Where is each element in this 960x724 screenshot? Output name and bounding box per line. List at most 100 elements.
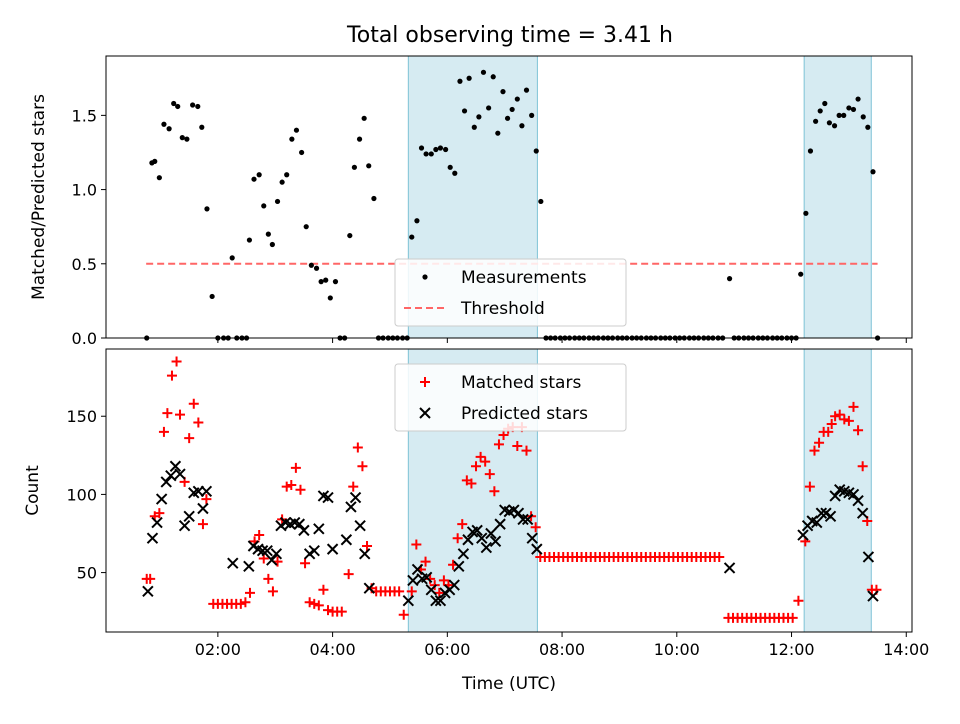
measurement-point [726,276,733,282]
measurement-point [428,151,434,157]
matched-point [843,415,854,426]
measurement-point [318,279,324,285]
matched-point [158,426,169,437]
axes-frame [105,348,913,633]
predicted-point [815,507,828,519]
measurement-point [414,218,420,224]
predicted-point [308,544,320,557]
measurement-point [409,234,415,240]
predicted-point [322,491,334,504]
predicted-point [243,560,255,573]
predicted-point [197,502,209,515]
measurement-point [195,103,201,110]
predicted-point [142,585,154,598]
matched-point [793,595,804,606]
measurement-point [199,124,205,130]
predicted-point [160,476,172,488]
measurement-point [156,175,162,181]
matched-point [530,522,541,533]
predicted-point [420,571,433,583]
measurement-point [204,206,210,212]
predicted-point [178,519,191,532]
measurement-point [269,241,275,248]
measurement-point [860,114,866,120]
predicted-point [430,595,442,607]
predicted-point [862,551,875,563]
predicted-point [462,534,474,546]
legend-label: Measurements [461,268,587,288]
matched-point [145,573,156,584]
matched-point [420,556,431,567]
measurement-point [299,149,305,156]
measurement-point [817,108,823,114]
y-tick-label: 150 [66,407,97,426]
matched-point [457,519,468,530]
measurement-point [841,112,847,118]
measurement-point [327,295,333,301]
y-tick-label: 50 [77,564,97,583]
measurement-point [284,172,290,178]
measurement-point [366,163,372,169]
predicted-point [512,507,525,519]
y-tick-label: 0.0 [72,329,97,348]
matched-point [814,437,825,448]
matched-point [240,597,251,608]
matched-point [201,494,212,505]
matched-point [857,461,868,472]
predicted-point [155,493,168,505]
predicted-point [852,494,864,507]
predicted-point [345,501,357,513]
matched-point [853,425,864,436]
measurement-point [519,123,525,129]
y-axis-label: Matched/Predicted stars [29,94,49,300]
predicted-point [453,560,465,573]
measurement-point [303,224,309,230]
matched-point [300,558,311,569]
matched-point [193,417,204,428]
measurement-point [179,135,185,141]
matched-point [235,598,246,609]
measurement-point [361,115,367,121]
predicted-point [434,595,447,607]
measurement-point [209,293,215,300]
axes-frame [105,55,913,339]
matched-point [834,409,845,420]
measurement-point [347,232,353,239]
predicted-point [476,532,488,544]
measurement-point [490,74,496,80]
measurement-point [313,265,320,271]
measurement-point [803,210,809,216]
predicted-point [200,485,213,497]
shaded-band [803,55,872,339]
matched-point [512,440,523,451]
measurement-point [265,231,271,237]
measurement-point [807,148,814,154]
measurement-point [229,255,235,261]
x-tick-label: 06:00 [424,640,470,659]
matched-point [830,411,841,422]
measurement-point [514,96,520,102]
matched-point [318,584,329,595]
figure-title: Total observing time = 3.41 h [346,23,673,48]
matched-point [352,442,363,453]
y-tick-label: 1.0 [72,181,97,200]
measurement-point [279,179,285,185]
measurement-point [865,124,871,130]
measurement-point [161,121,167,127]
predicted-point [856,507,869,519]
matched-point [313,600,324,611]
matched-point [438,575,449,586]
matched-point [411,539,422,550]
matched-point [244,587,255,598]
predicted-point [521,513,534,526]
matched-point [406,586,417,597]
y-tick-label: 100 [66,485,97,504]
measurement-point [486,105,492,111]
x-tick-label: 04:00 [310,640,356,659]
matched-point [154,508,165,519]
measurement-point [855,96,861,102]
measurement-point [461,108,468,114]
measurement-point [418,145,425,151]
measurement-point [471,124,477,130]
